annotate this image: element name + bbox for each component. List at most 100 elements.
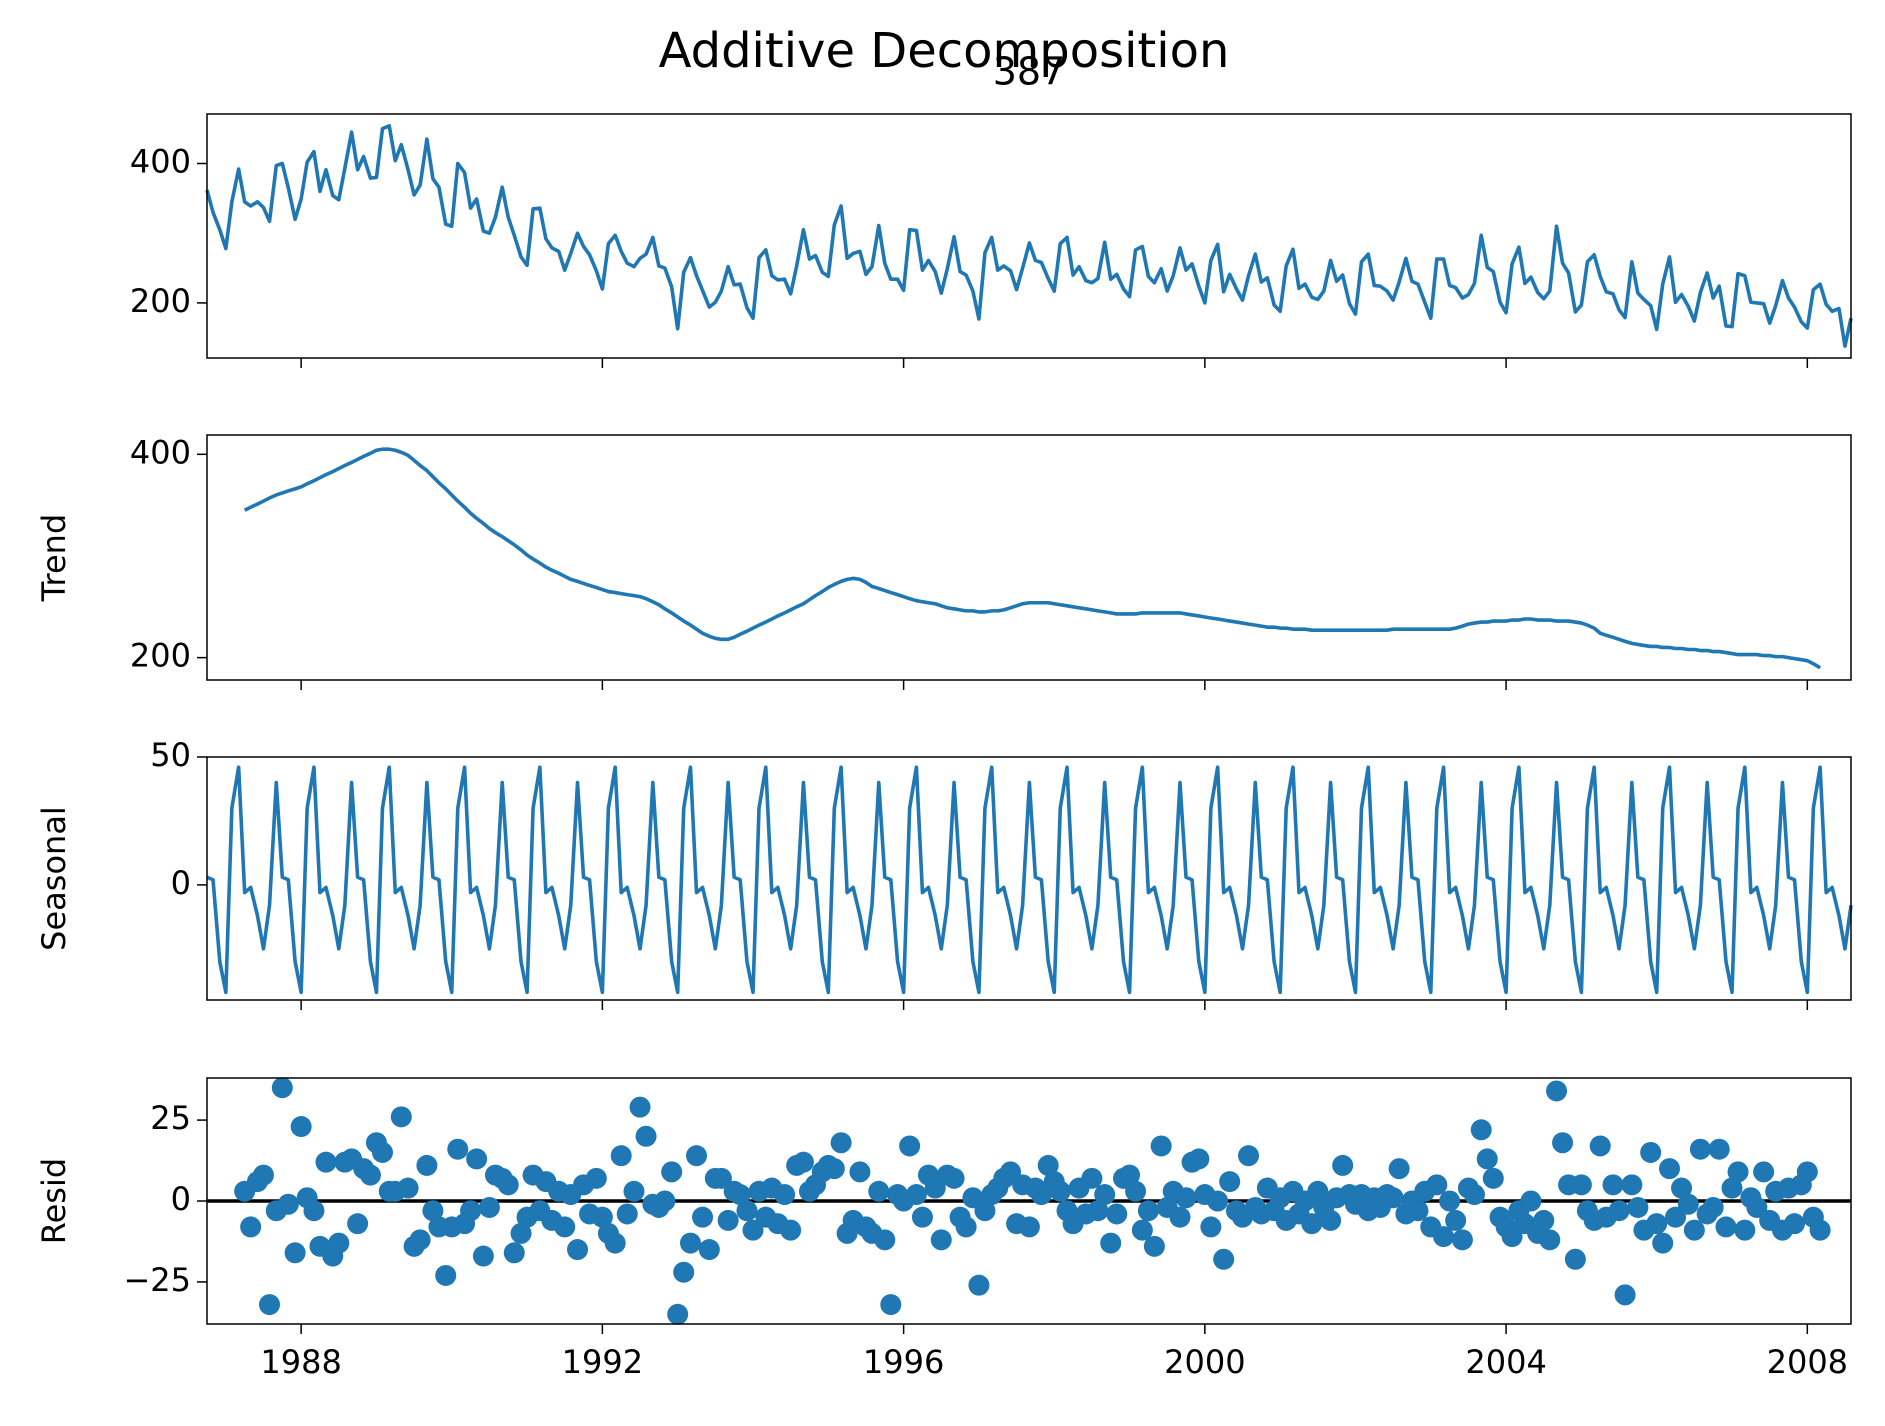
resid-point xyxy=(259,1294,281,1316)
resid-point xyxy=(1426,1174,1448,1196)
resid-point xyxy=(1809,1219,1831,1241)
resid-point xyxy=(1094,1184,1116,1206)
x-tick-label: 2004 xyxy=(1465,1343,1546,1381)
resid-point xyxy=(416,1154,438,1176)
resid-point xyxy=(849,1161,871,1183)
resid-point xyxy=(390,1106,412,1128)
resid-point xyxy=(1200,1216,1222,1238)
resid-point xyxy=(1307,1180,1329,1202)
series-line xyxy=(243,447,1822,670)
resid-point xyxy=(1137,1200,1159,1222)
resid-point xyxy=(1734,1219,1756,1241)
resid-point xyxy=(604,1232,626,1254)
resid-point xyxy=(654,1190,676,1212)
resid-point xyxy=(315,1151,337,1173)
resid-point xyxy=(422,1200,444,1222)
resid-point xyxy=(1439,1190,1461,1212)
x-tick-label: 2008 xyxy=(1767,1343,1848,1381)
y-axis-label: Trend xyxy=(35,514,73,603)
resid-point xyxy=(1659,1158,1681,1180)
resid-point xyxy=(1589,1135,1611,1157)
resid-point xyxy=(1501,1226,1523,1248)
resid-point xyxy=(742,1219,764,1241)
resid-point xyxy=(1476,1148,1498,1170)
resid-point xyxy=(472,1245,494,1267)
series-line xyxy=(205,124,1853,348)
resid-point xyxy=(1382,1187,1404,1209)
resid-point xyxy=(717,1209,739,1231)
y-tick-label: 200 xyxy=(130,282,191,320)
resid-point xyxy=(567,1239,589,1261)
resid-point xyxy=(510,1222,532,1244)
y-tick-label: −25 xyxy=(123,1261,191,1299)
resid-point xyxy=(1533,1209,1555,1231)
resid-point xyxy=(397,1177,419,1199)
y-tick-label: 0 xyxy=(171,1180,191,1218)
y-axis-label: Seasonal xyxy=(35,806,73,951)
resid-point xyxy=(1683,1219,1705,1241)
resid-point xyxy=(1049,1180,1071,1202)
chart-title: Additive Decomposition xyxy=(659,23,1230,79)
resid-point xyxy=(1470,1119,1492,1141)
resid-point xyxy=(1169,1206,1191,1228)
resid-point xyxy=(1018,1216,1040,1238)
resid-point xyxy=(1106,1203,1128,1225)
resid-point xyxy=(1721,1177,1743,1199)
resid-point xyxy=(497,1174,519,1196)
resid-point xyxy=(899,1135,921,1157)
resid-point xyxy=(616,1203,638,1225)
axes-frame xyxy=(206,1077,1852,1325)
resid-point xyxy=(868,1180,890,1202)
resid-point xyxy=(1119,1164,1141,1186)
resid-point xyxy=(1219,1171,1241,1193)
resid-point xyxy=(1702,1196,1724,1218)
resid-point xyxy=(591,1206,613,1228)
resid-point xyxy=(435,1264,457,1286)
resid-point xyxy=(1030,1184,1052,1206)
axes-frame xyxy=(206,434,1852,681)
resid-point xyxy=(1614,1284,1636,1306)
resid-point xyxy=(1727,1161,1749,1183)
resid-point xyxy=(1708,1138,1730,1160)
resid-point xyxy=(1570,1174,1592,1196)
resid-point xyxy=(623,1180,645,1202)
resid-point xyxy=(930,1229,952,1251)
y-tick-label: 400 xyxy=(130,433,191,471)
resid-point xyxy=(792,1151,814,1173)
axes-frame xyxy=(206,756,1852,1001)
resid-point xyxy=(968,1274,990,1296)
resid-point xyxy=(823,1158,845,1180)
resid-point xyxy=(1388,1158,1410,1180)
resid-point xyxy=(1482,1167,1504,1189)
resid-point xyxy=(974,1200,996,1222)
resid-point xyxy=(1451,1229,1473,1251)
resid-point xyxy=(874,1229,896,1251)
resid-point xyxy=(955,1216,977,1238)
series-line xyxy=(206,765,1853,995)
resid-point xyxy=(359,1164,381,1186)
resid-point xyxy=(661,1161,683,1183)
resid-point xyxy=(1433,1226,1455,1248)
resid-point xyxy=(585,1167,607,1189)
resid-point xyxy=(729,1184,751,1206)
resid-point xyxy=(1602,1174,1624,1196)
x-tick-label: 1992 xyxy=(562,1343,643,1381)
resid-point xyxy=(1552,1132,1574,1154)
resid-point xyxy=(1652,1232,1674,1254)
resid-point xyxy=(1546,1080,1568,1102)
resid-point xyxy=(679,1232,701,1254)
resid-point xyxy=(1608,1200,1630,1222)
resid-point xyxy=(1646,1213,1668,1235)
resid-point xyxy=(1407,1200,1429,1222)
resid-point xyxy=(610,1145,632,1167)
y-tick-label: 200 xyxy=(130,637,191,675)
resid-point xyxy=(911,1206,933,1228)
resid-point xyxy=(1143,1235,1165,1257)
resid-point xyxy=(692,1206,714,1228)
resid-point xyxy=(1627,1196,1649,1218)
y-tick-label: 50 xyxy=(150,736,191,774)
resid-point xyxy=(686,1145,708,1167)
resid-point xyxy=(478,1196,500,1218)
resid-point xyxy=(1539,1229,1561,1251)
resid-point xyxy=(1671,1177,1693,1199)
